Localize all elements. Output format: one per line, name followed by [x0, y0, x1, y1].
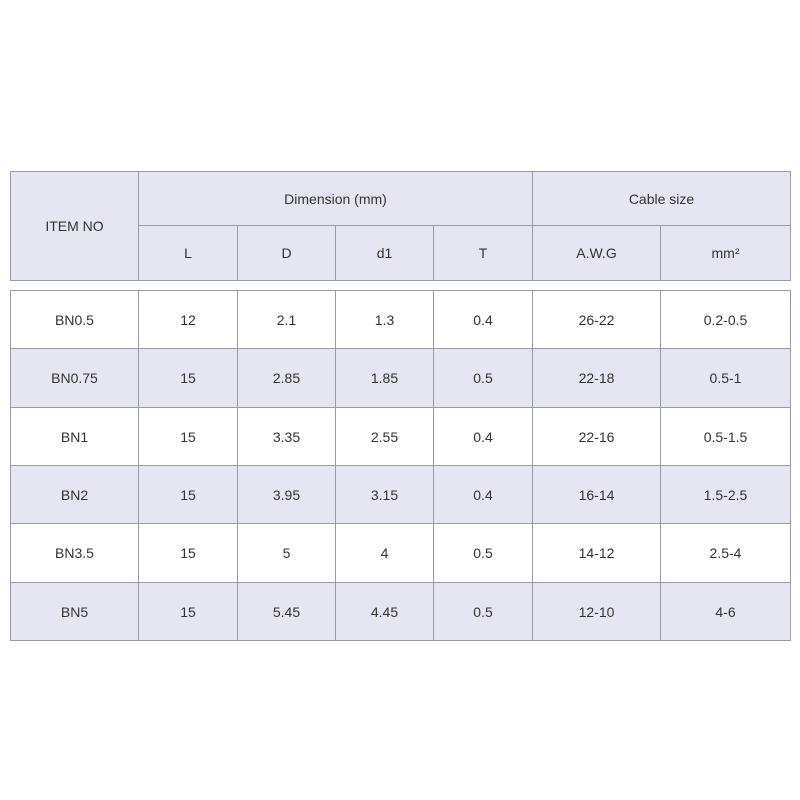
value-cell: 15 [138, 465, 238, 524]
value-cell: 3.15 [335, 465, 434, 524]
value-cell: 4.45 [335, 582, 434, 641]
value-cell: 2.55 [335, 407, 434, 466]
value-cell: 0.5 [433, 582, 533, 641]
value-cell: 0.5-1 [660, 348, 791, 408]
value-cell: 3.35 [237, 407, 336, 466]
value-cell: 2.1 [237, 290, 336, 349]
value-cell: 15 [138, 407, 238, 466]
column-header: T [433, 225, 533, 281]
column-header: L [138, 225, 238, 281]
value-cell: 5.45 [237, 582, 336, 641]
value-cell: 15 [138, 582, 238, 641]
value-cell: 4-6 [660, 582, 791, 641]
column-header: d1 [335, 225, 434, 281]
value-cell: 0.4 [433, 290, 533, 349]
value-cell: 0.5 [433, 523, 533, 583]
value-cell: 2.5-4 [660, 523, 791, 583]
value-cell: 0.5-1.5 [660, 407, 791, 466]
value-cell: 3.95 [237, 465, 336, 524]
column-header: D [237, 225, 336, 281]
value-cell: 26-22 [532, 290, 661, 349]
value-cell: 16-14 [532, 465, 661, 524]
value-cell: 15 [138, 348, 238, 408]
value-cell: 22-16 [532, 407, 661, 466]
item-cell: BN0.5 [10, 290, 139, 349]
value-cell: 12 [138, 290, 238, 349]
value-cell: 5 [237, 523, 336, 583]
column-header: mm² [660, 225, 791, 281]
item-cell: BN1 [10, 407, 139, 466]
value-cell: 0.5 [433, 348, 533, 408]
value-cell: 0.4 [433, 465, 533, 524]
value-cell: 14-12 [532, 523, 661, 583]
item-no-header: ITEM NO [10, 171, 139, 281]
item-cell: BN3.5 [10, 523, 139, 583]
value-cell: 22-18 [532, 348, 661, 408]
column-header: A.W.G [532, 225, 661, 281]
value-cell: 1.3 [335, 290, 434, 349]
value-cell: 12-10 [532, 582, 661, 641]
value-cell: 0.4 [433, 407, 533, 466]
value-cell: 1.5-2.5 [660, 465, 791, 524]
value-cell: 0.2-0.5 [660, 290, 791, 349]
item-cell: BN0.75 [10, 348, 139, 408]
item-cell: BN2 [10, 465, 139, 524]
group-header: Cable size [532, 171, 791, 226]
value-cell: 2.85 [237, 348, 336, 408]
value-cell: 1.85 [335, 348, 434, 408]
value-cell: 4 [335, 523, 434, 583]
value-cell: 15 [138, 523, 238, 583]
item-cell: BN5 [10, 582, 139, 641]
group-header: Dimension (mm) [138, 171, 533, 226]
